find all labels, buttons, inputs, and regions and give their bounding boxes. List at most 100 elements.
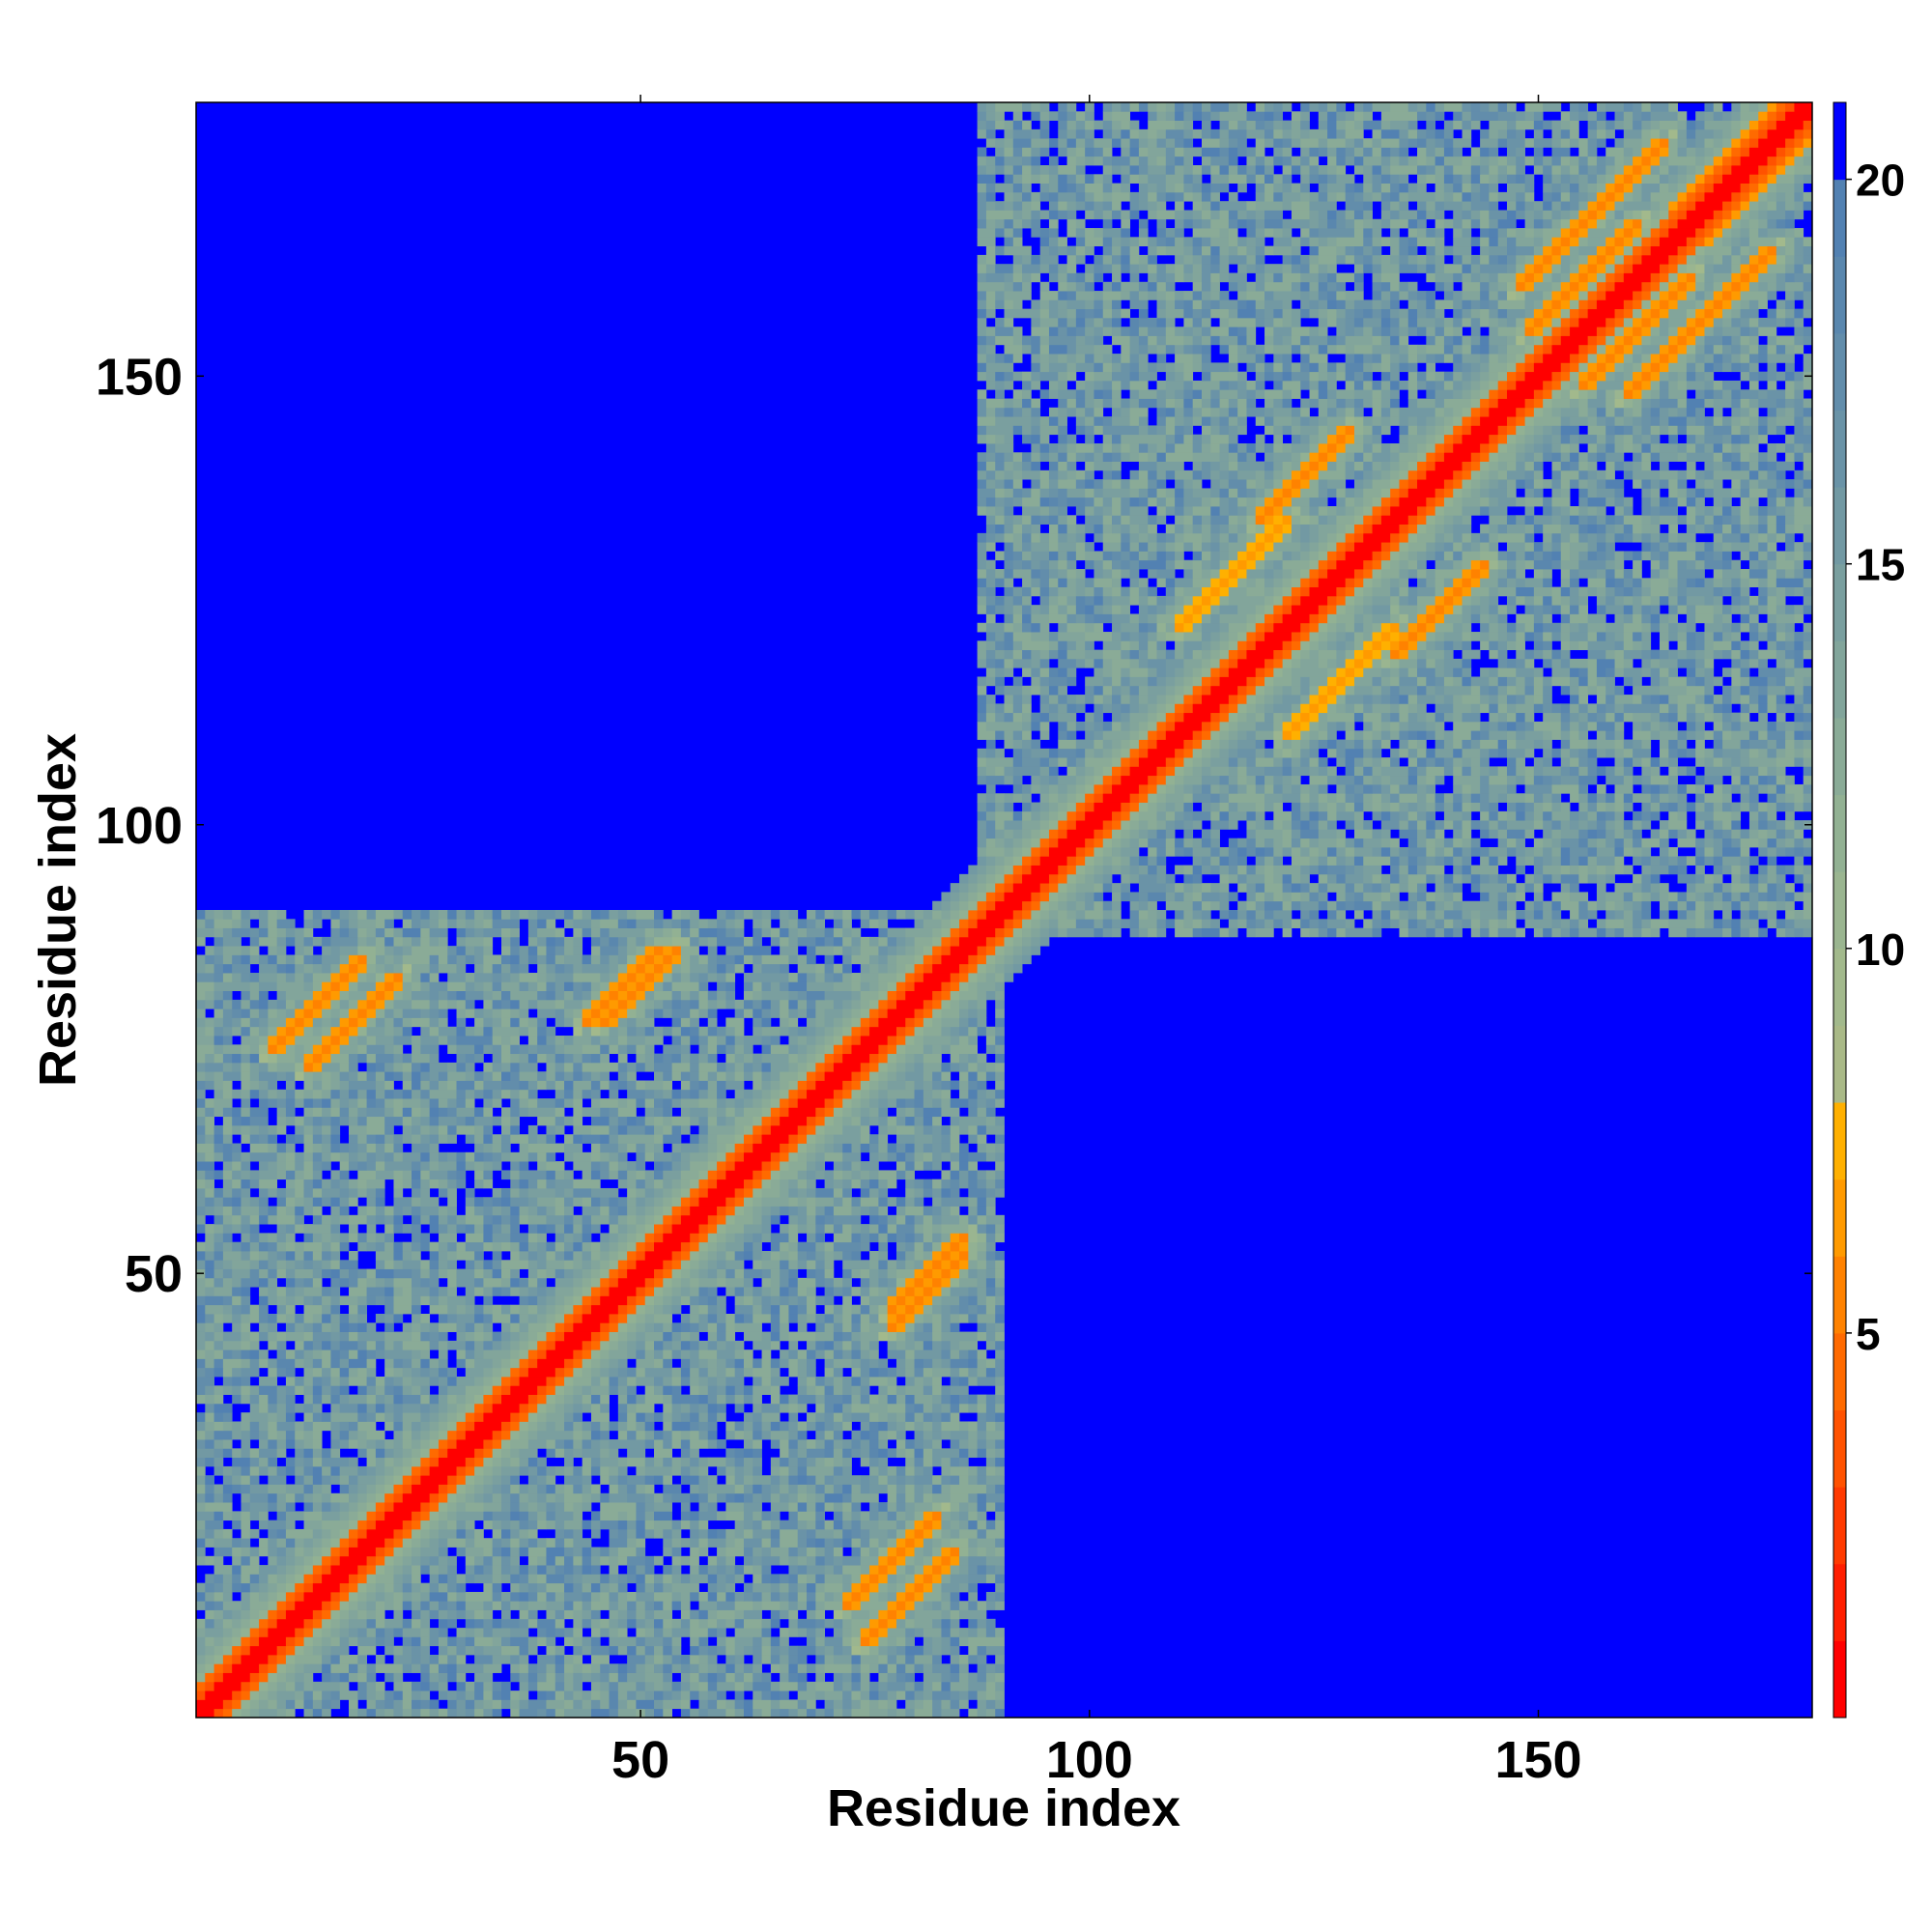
heatmap-cell [707, 1528, 718, 1539]
heatmap-cell [717, 1304, 726, 1315]
heatmap-cell [232, 1448, 242, 1459]
heatmap-cell [959, 1367, 969, 1378]
heatmap-cell [663, 1412, 672, 1422]
heatmap-cell [725, 1502, 745, 1512]
heatmap-cell [510, 1340, 520, 1350]
heatmap-cell [393, 1170, 404, 1180]
heatmap-cell [707, 1304, 718, 1315]
heatmap-cell [590, 1672, 601, 1683]
heatmap-cell [384, 1124, 394, 1135]
heatmap-cell [429, 1465, 457, 1476]
heatmap-cell [690, 1287, 699, 1296]
heatmap-cell [797, 1098, 826, 1108]
heatmap-cell [617, 1547, 637, 1557]
heatmap-cell [842, 1538, 852, 1548]
heatmap-cell [905, 1377, 915, 1386]
heatmap-cell [761, 1421, 772, 1432]
heatmap-cell [412, 1574, 421, 1584]
heatmap-cell [869, 1304, 879, 1315]
heatmap-cell [878, 1582, 889, 1593]
heatmap-cell [842, 1179, 852, 1189]
heatmap-cell [698, 1547, 709, 1557]
heatmap-cell [447, 1197, 457, 1207]
heatmap-cell [985, 1465, 996, 1476]
heatmap-cell [375, 1098, 385, 1108]
heatmap-cell [393, 1528, 404, 1539]
heatmap-cell [950, 1511, 960, 1521]
heatmap-cell [438, 1116, 457, 1126]
heatmap-cell [590, 1681, 601, 1691]
heatmap-cell [393, 1555, 404, 1566]
heatmap-cell [950, 1233, 960, 1243]
heatmap-cell [465, 1241, 484, 1252]
heatmap-cell [869, 1502, 879, 1512]
heatmap-cell [780, 1708, 789, 1719]
heatmap-cell [510, 1582, 520, 1593]
heatmap-cell [384, 1367, 394, 1378]
heatmap-cell [851, 1591, 862, 1602]
heatmap-cell [564, 1699, 574, 1710]
heatmap-cell [842, 1340, 852, 1350]
heatmap-cell [600, 1574, 610, 1584]
heatmap-cell [590, 1528, 601, 1539]
heatmap-cell [985, 1520, 996, 1530]
heatmap-cell [851, 1672, 862, 1683]
heatmap-cell [654, 1618, 664, 1629]
heatmap-cell [680, 1241, 691, 1252]
heatmap-cell [743, 1555, 753, 1566]
heatmap-cell [537, 1555, 547, 1566]
heatmap-cell [833, 1555, 843, 1566]
heatmap-cell [698, 1502, 709, 1512]
heatmap-cell [241, 1206, 260, 1216]
heatmap-cell [923, 1268, 933, 1279]
heatmap-cell [474, 1179, 484, 1189]
heatmap-cell [959, 1350, 969, 1359]
heatmap-cell [807, 1628, 816, 1637]
heatmap-cell [734, 1197, 745, 1207]
heatmap-cell [780, 1143, 789, 1153]
heatmap-cell [654, 1295, 664, 1306]
heatmap-cell [590, 1708, 610, 1719]
heatmap-cell [636, 1250, 646, 1261]
heatmap-cell [268, 1214, 278, 1225]
heatmap-cell [788, 1331, 816, 1342]
heatmap-cell [276, 1538, 287, 1548]
heatmap-cell [761, 1124, 772, 1135]
heatmap-cell [339, 1421, 350, 1432]
heatmap-cell [995, 1484, 1005, 1494]
heatmap-cell [456, 1511, 484, 1521]
heatmap-cell [707, 1260, 718, 1269]
heatmap-cell [303, 1134, 314, 1144]
heatmap-cell [312, 1314, 323, 1323]
heatmap-cell [734, 1645, 745, 1656]
heatmap-cell [617, 1708, 637, 1719]
heatmap-cell [717, 1394, 726, 1405]
heatmap-cell [680, 1618, 691, 1629]
heatmap-cell [339, 1260, 358, 1269]
heatmap-cell [312, 1134, 323, 1144]
heatmap-cell [842, 1098, 852, 1108]
heatmap-cell [366, 1161, 377, 1171]
heatmap-cell [680, 1663, 691, 1673]
heatmap-cell [654, 1555, 664, 1566]
heatmap-cell [241, 1107, 251, 1118]
heatmap-cell [842, 1161, 852, 1171]
heatmap-cell [330, 1448, 341, 1459]
heatmap-cell [788, 1224, 799, 1234]
heatmap-cell [510, 1098, 520, 1108]
heatmap-cell [842, 1107, 852, 1118]
heatmap-cell [375, 1260, 385, 1269]
heatmap-cell [465, 1475, 475, 1485]
heatmap-cell [438, 1233, 457, 1243]
heatmap-cell [564, 1421, 574, 1432]
heatmap-cell [869, 1618, 879, 1629]
heatmap-cell [725, 1654, 736, 1664]
heatmap-cell [393, 1385, 404, 1395]
heatmap-cell [349, 1663, 358, 1673]
heatmap-cell [905, 1295, 915, 1306]
heatmap-cell [213, 1098, 233, 1108]
heatmap-cell [205, 1098, 214, 1108]
heatmap-cell [950, 1385, 969, 1395]
heatmap-cell [412, 1636, 421, 1647]
heatmap-cell [429, 1304, 448, 1315]
